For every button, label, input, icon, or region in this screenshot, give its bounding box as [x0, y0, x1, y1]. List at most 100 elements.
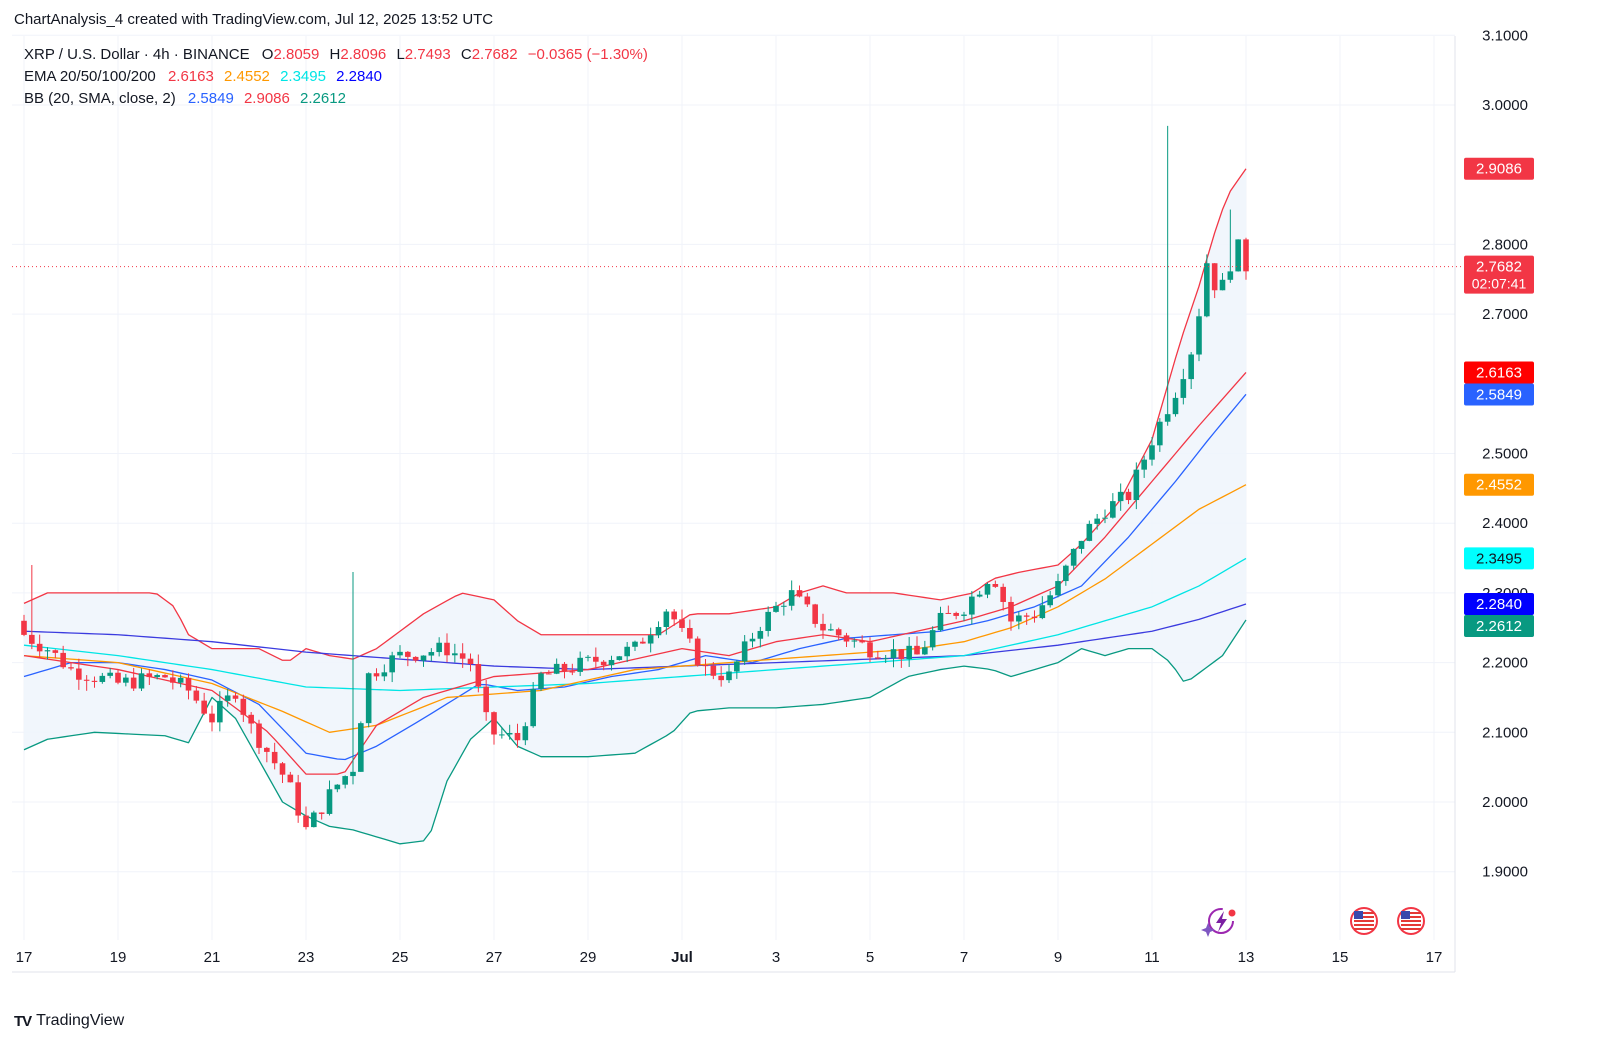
candle[interactable] [217, 691, 223, 732]
candle[interactable] [1125, 488, 1132, 505]
candle[interactable] [467, 653, 474, 672]
candle[interactable] [287, 771, 294, 783]
candle[interactable] [1039, 596, 1046, 620]
candle[interactable] [334, 784, 341, 793]
candle[interactable] [389, 651, 395, 683]
candle[interactable] [107, 668, 113, 679]
candle[interactable] [820, 613, 826, 639]
candle[interactable] [538, 671, 544, 691]
candle[interactable] [1188, 351, 1194, 390]
candle[interactable] [765, 606, 771, 637]
candle[interactable] [1117, 483, 1124, 511]
candle[interactable] [1110, 493, 1116, 519]
candle[interactable] [796, 585, 803, 598]
candle[interactable] [937, 606, 944, 632]
legend-symbol[interactable]: XRP / U.S. Dollar · 4h · BINANCE [24, 46, 250, 63]
candle[interactable] [475, 654, 482, 693]
candle[interactable] [922, 640, 928, 656]
candle[interactable] [1000, 583, 1006, 611]
candle[interactable] [240, 694, 247, 722]
candle[interactable] [1102, 509, 1108, 524]
candle[interactable] [773, 601, 779, 613]
candle[interactable] [1016, 611, 1022, 630]
candle[interactable] [687, 619, 693, 643]
candle[interactable] [170, 670, 176, 690]
candle[interactable] [295, 774, 301, 823]
candle[interactable] [835, 627, 842, 641]
candle[interactable] [906, 636, 912, 667]
legend-ema-label[interactable]: EMA 20/50/100/200 [24, 68, 156, 85]
candle[interactable] [209, 705, 215, 732]
candle[interactable] [162, 674, 168, 678]
candle[interactable] [781, 601, 787, 616]
candle[interactable] [271, 742, 278, 770]
candle[interactable] [1078, 540, 1085, 554]
candle[interactable] [992, 580, 999, 588]
candle[interactable] [757, 626, 764, 648]
us-flag-event-icon[interactable] [1397, 907, 1425, 935]
candle[interactable] [436, 637, 442, 657]
candle[interactable] [444, 633, 450, 663]
candle[interactable] [945, 605, 952, 614]
candle[interactable] [1070, 548, 1077, 570]
candle[interactable] [506, 724, 513, 740]
candle[interactable] [1164, 125, 1171, 426]
legend-bb-label[interactable]: BB (20, SMA, close, 2) [24, 90, 176, 107]
candle[interactable] [561, 661, 568, 679]
candle[interactable] [969, 591, 975, 625]
candle[interactable] [600, 660, 607, 671]
candle[interactable] [138, 668, 145, 691]
candle[interactable] [655, 621, 662, 639]
candle[interactable] [890, 639, 897, 668]
legend-bb-row[interactable]: BB (20, SMA, close, 2) 2.5849 2.9086 2.2… [24, 90, 352, 107]
candle[interactable] [694, 636, 701, 667]
candle[interactable] [663, 609, 670, 635]
candle[interactable] [1235, 239, 1241, 272]
candle[interactable] [146, 669, 153, 686]
candle[interactable] [452, 643, 458, 663]
candle[interactable] [303, 806, 309, 830]
candle[interactable] [898, 649, 905, 668]
candle[interactable] [1063, 564, 1069, 586]
candle[interactable] [624, 642, 630, 663]
candle[interactable] [882, 654, 889, 663]
candle[interactable] [875, 650, 881, 660]
candle[interactable] [99, 672, 106, 684]
candle[interactable] [1055, 573, 1061, 598]
time-axis[interactable]: 17 19 21 23 25 27 29 Jul 3 5 7 9 11 13 15 17 [12, 949, 1455, 973]
candle[interactable] [867, 637, 873, 663]
candle[interactable] [60, 645, 66, 669]
candle[interactable] [569, 663, 576, 676]
candle[interactable] [318, 812, 325, 820]
candle[interactable] [741, 635, 748, 665]
candle[interactable] [749, 632, 756, 648]
candle[interactable] [193, 685, 200, 704]
legend-ema-row[interactable]: EMA 20/50/100/200 2.6163 2.4552 2.3495 2… [24, 68, 388, 85]
candle[interactable] [647, 627, 654, 653]
candle[interactable] [843, 632, 850, 647]
candlesticks[interactable] [21, 125, 1249, 830]
candle[interactable] [914, 636, 920, 655]
candle[interactable] [130, 667, 137, 692]
candle[interactable] [264, 746, 270, 763]
candle[interactable] [514, 723, 521, 748]
candle[interactable] [522, 722, 529, 746]
candle[interactable] [1008, 596, 1014, 631]
candle[interactable] [232, 692, 239, 703]
candle[interactable] [491, 711, 497, 745]
candle[interactable] [1211, 263, 1218, 299]
candle[interactable] [710, 661, 717, 680]
candle[interactable] [373, 668, 380, 681]
candle[interactable] [154, 673, 160, 680]
candle[interactable] [1157, 418, 1163, 452]
candle[interactable] [36, 634, 43, 658]
candle[interactable] [44, 647, 51, 660]
candle[interactable] [718, 666, 724, 687]
candle[interactable] [76, 658, 82, 690]
candle[interactable] [1196, 308, 1202, 362]
candle[interactable] [1047, 590, 1053, 608]
candle[interactable] [358, 721, 364, 772]
candle[interactable] [365, 672, 372, 728]
candle[interactable] [405, 651, 411, 667]
